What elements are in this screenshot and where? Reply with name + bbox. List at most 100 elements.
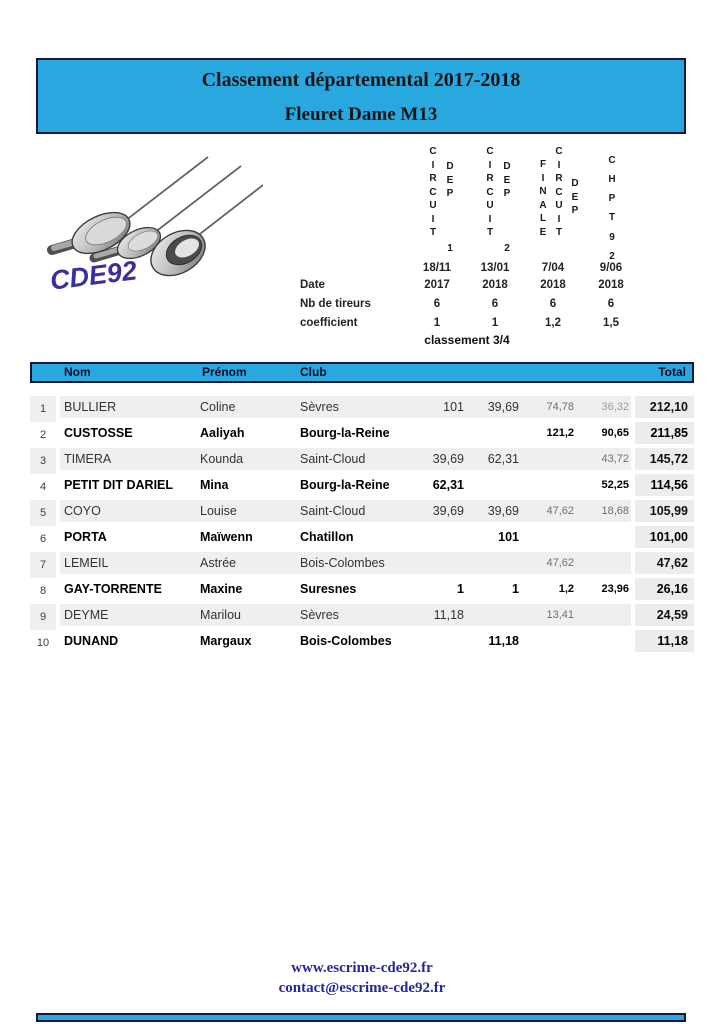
total-cell: 101,00 [631, 526, 694, 552]
prenom-cell: Astrée [196, 552, 296, 578]
rank-cell: 9 [30, 604, 56, 630]
nom-cell: DEYME [56, 604, 196, 630]
circuit1-score-cell: 62,31 [398, 474, 466, 500]
finale-score-cell: 13,41 [521, 604, 576, 630]
rank-cell: 1 [30, 396, 56, 422]
event-date: 7/04 [541, 262, 565, 274]
circuit2-score-cell [466, 552, 521, 578]
title-banner: Classement départemental 2017-2018 Fleur… [36, 58, 686, 134]
nom-cell: PORTA [56, 526, 196, 552]
chpt92-score-cell [576, 604, 631, 630]
nom-cell: CUSTOSSE [56, 422, 196, 448]
coefficient-value: 1,5 [603, 317, 619, 329]
rank-cell: 7 [30, 552, 56, 578]
prenom-cell: Louise [196, 500, 296, 526]
circuit2-score-cell: 1 [466, 578, 521, 604]
table-row: 6 PORTA Maïwenn Chatillon 101 101,00 [30, 526, 694, 552]
total-cell: 114,56 [631, 474, 694, 500]
table-row: 9 DEYME Marilou Sèvres 11,18 13,41 24,59 [30, 604, 694, 630]
footer-bar [36, 1013, 686, 1022]
table-row: 2 CUSTOSSE Aaliyah Bourg-la-Reine 121,2 … [30, 422, 694, 448]
club-cell: Saint-Cloud [296, 448, 398, 474]
total-cell: 47,62 [631, 552, 694, 578]
prenom-cell: Maxine [196, 578, 296, 604]
event-date: 9/06 [599, 262, 623, 274]
rank-cell: 2 [30, 422, 56, 448]
coefficient-value: 1,2 [545, 317, 561, 329]
tireurs-value: 6 [433, 298, 441, 310]
total-cell: 145,72 [631, 448, 694, 474]
event-year: 2017 [424, 279, 450, 291]
circuit1-score-cell [398, 552, 466, 578]
coefficient-label: coefficient [300, 317, 358, 329]
circuit1-score-cell: 101 [398, 396, 466, 422]
table-row: 10 DUNAND Margaux Bois-Colombes 11,18 11… [30, 630, 694, 656]
prenom-cell: Aaliyah [196, 422, 296, 448]
finale-score-cell: 47,62 [521, 500, 576, 526]
nom-cell: PETIT DIT DARIEL [56, 474, 196, 500]
event-dates-line1: 18/11 13/01 7/04 9/06 [408, 261, 640, 275]
tireurs-label: Nb de tireurs [300, 298, 371, 310]
club-cell: Saint-Cloud [296, 500, 398, 526]
chpt92-score-cell [576, 552, 631, 578]
table-row: 4 PETIT DIT DARIEL Mina Bourg-la-Reine 6… [30, 474, 694, 500]
total-cell: 212,10 [631, 396, 694, 422]
finale-score-cell [521, 630, 576, 656]
event-coefficient-row: 1 1 1,2 1,5 [408, 316, 640, 330]
circuit1-score-cell: 39,69 [398, 500, 466, 526]
prenom-cell: Maïwenn [196, 526, 296, 552]
club-cell: Bois-Colombes [296, 630, 398, 656]
total-cell: 26,16 [631, 578, 694, 604]
circuit2-score-cell [466, 474, 521, 500]
chpt92-score-cell: 36,32 [576, 396, 631, 422]
footer-email: contact@escrime-cde92.fr [278, 980, 446, 996]
chpt92-score-cell: 23,96 [576, 578, 631, 604]
tireurs-value: 6 [549, 298, 557, 310]
circuit1-score-cell: 1 [398, 578, 466, 604]
nom-cell: TIMERA [56, 448, 196, 474]
cde92-logo: CDE92 [38, 146, 264, 296]
table-row: 1 BULLIER Coline Sèvres 101 39,69 74,78 … [30, 396, 694, 422]
total-cell: 211,85 [631, 422, 694, 448]
table-row: 5 COYO Louise Saint-Cloud 39,69 39,69 47… [30, 500, 694, 526]
coefficient-value: 1 [491, 317, 499, 329]
event-tireurs-row: 6 6 6 6 [408, 297, 640, 311]
chpt92-score-cell: 52,25 [576, 474, 631, 500]
prenom-cell: Mina [196, 474, 296, 500]
prenom-cell: Kounda [196, 448, 296, 474]
club-cell: Bourg-la-Reine [296, 422, 398, 448]
finale-score-cell: 121,2 [521, 422, 576, 448]
club-cell: Sèvres [296, 604, 398, 630]
prenom-cell: Margaux [196, 630, 296, 656]
total-cell: 105,99 [631, 500, 694, 526]
finale-score-cell [521, 474, 576, 500]
circuit2-score-cell [466, 604, 521, 630]
coefficient-value: 1 [433, 317, 441, 329]
date-label: Date [300, 279, 325, 291]
event-dates-line2: 2017 2018 2018 2018 [408, 278, 640, 292]
rank-cell: 5 [30, 500, 56, 526]
event-year: 2018 [540, 279, 566, 291]
circuit2-score-cell: 62,31 [466, 448, 521, 474]
nom-cell: BULLIER [56, 396, 196, 422]
nom-cell: LEMEIL [56, 552, 196, 578]
finale-score-cell [521, 526, 576, 552]
circuit2-score-cell: 39,69 [466, 500, 521, 526]
nom-cell: COYO [56, 500, 196, 526]
prenom-cell: Coline [196, 396, 296, 422]
table-header-row: Nom Prénom Club Total [30, 362, 694, 383]
chpt92-score-cell: 90,65 [576, 422, 631, 448]
rank-cell: 10 [30, 630, 56, 656]
rank-cell: 4 [30, 474, 56, 500]
circuit2-score-cell: 101 [466, 526, 521, 552]
vertical-header-text: 2 [504, 243, 510, 254]
club-cell: Sèvres [296, 396, 398, 422]
